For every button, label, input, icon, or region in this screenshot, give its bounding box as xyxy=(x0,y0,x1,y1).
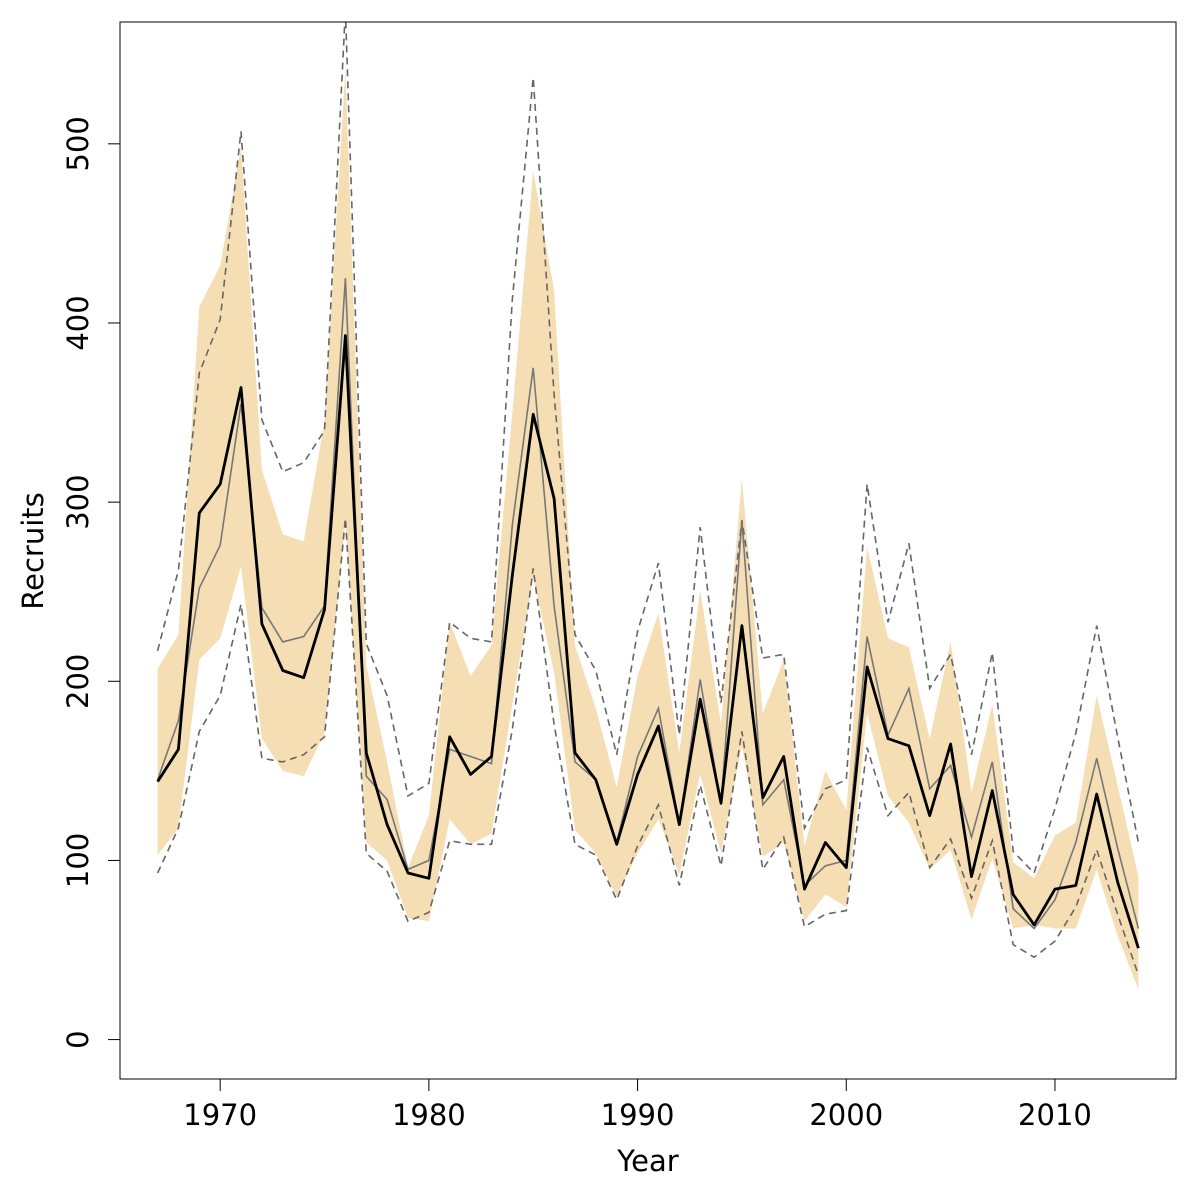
y-tick-label: 0 xyxy=(61,1030,95,1048)
uncertainty-band xyxy=(157,68,1139,990)
estimate-line xyxy=(156,334,1140,949)
x-tick-label: 1970 xyxy=(183,1098,257,1132)
interval-upper-line xyxy=(156,22,1140,875)
y-axis-title: Recruits xyxy=(16,492,50,609)
x-tick-label: 2010 xyxy=(1018,1098,1092,1132)
series-group xyxy=(156,22,1140,990)
plot-layer xyxy=(156,22,1140,990)
y-tick-label: 200 xyxy=(61,654,95,709)
y-tick-label: 300 xyxy=(61,474,95,529)
y-tick-label: 400 xyxy=(61,295,95,350)
x-tick-label: 2000 xyxy=(809,1098,883,1132)
y-tick-label: 100 xyxy=(61,833,95,888)
y-tick-label: 500 xyxy=(61,116,95,171)
x-axis-title: Year xyxy=(616,1144,678,1178)
x-tick-label: 1980 xyxy=(392,1098,466,1132)
interval-lower-line xyxy=(156,518,1140,976)
axis-layer: 1970 1980 1990 2000 2010 0 100 200 300 400 500 xyxy=(61,116,1092,1132)
median-line xyxy=(156,278,1140,930)
x-tick-label: 1990 xyxy=(601,1098,675,1132)
